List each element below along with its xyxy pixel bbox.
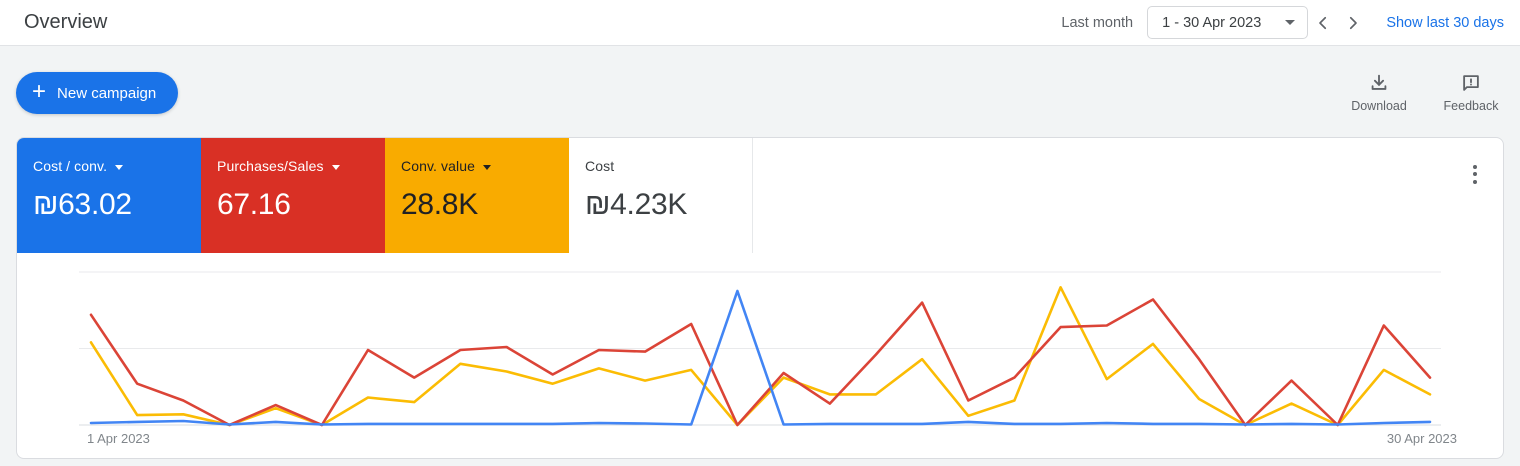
overview-chart-svg	[79, 271, 1441, 427]
time-series-chart[interactable]: 1 Apr 2023 30 Apr 2023	[79, 261, 1457, 451]
scorecard-label: Conv. value	[401, 158, 475, 174]
download-icon	[1371, 74, 1387, 90]
x-axis-start-label: 1 Apr 2023	[87, 431, 150, 446]
feedback-button[interactable]: Feedback	[1428, 72, 1514, 113]
new-campaign-label: New campaign	[57, 84, 157, 102]
x-axis-end-label: 30 Apr 2023	[1386, 431, 1457, 446]
chevron-right-icon	[1350, 16, 1358, 29]
chevron-down-icon	[483, 164, 491, 170]
scorecard-label-row: Cost	[585, 158, 736, 174]
scorecard-label: Purchases/Sales	[217, 158, 324, 174]
scorecard-label: Cost / conv.	[33, 158, 108, 174]
scorecard-value: ₪4.23K	[585, 188, 688, 221]
scorecard-cost-per-conv[interactable]: Cost / conv. ₪63.02	[17, 138, 201, 253]
chevron-left-icon	[1319, 16, 1327, 29]
more-options-button[interactable]	[1461, 160, 1489, 188]
scorecard-label-row: Cost / conv.	[33, 158, 185, 174]
chevron-down-icon	[1285, 20, 1296, 25]
scorecard-purchases-sales[interactable]: Purchases/Sales 67.16	[201, 138, 385, 253]
previous-period-button[interactable]	[1308, 8, 1338, 38]
scorecard-value: 28.8K	[401, 188, 478, 221]
date-range-value: 1 - 30 Apr 2023	[1162, 14, 1262, 31]
chevron-down-icon	[115, 164, 124, 170]
show-last-30-days-link[interactable]: Show last 30 days	[1386, 14, 1504, 31]
date-preset-label: Last month	[1061, 14, 1134, 31]
page-title: Overview	[24, 11, 108, 33]
download-label: Download	[1351, 99, 1407, 113]
scorecard-label-row: Purchases/Sales	[217, 158, 369, 174]
next-period-button[interactable]	[1338, 8, 1368, 38]
plus-icon: +	[32, 78, 47, 105]
scorecard-label-row: Conv. value	[401, 158, 553, 174]
scorecard-conv-value[interactable]: Conv. value 28.8K	[385, 138, 569, 253]
kebab-icon	[1473, 164, 1477, 169]
chevron-down-icon	[331, 164, 340, 170]
overview-summary-card: Cost / conv. ₪63.02 Purchases/Sales 67.1…	[16, 137, 1504, 459]
scorecard-value: ₪63.02	[33, 188, 132, 221]
page-header: Overview Last month 1 - 30 Apr 2023 Show…	[0, 0, 1520, 46]
feedback-label: Feedback	[1443, 99, 1499, 113]
scorecard-value: 67.16	[217, 188, 291, 221]
new-campaign-button[interactable]: + New campaign	[16, 72, 179, 114]
feedback-icon	[1463, 75, 1479, 91]
date-range-selector[interactable]: 1 - 30 Apr 2023	[1147, 6, 1309, 39]
scorecard-label: Cost	[585, 158, 615, 174]
download-button[interactable]: Download	[1336, 72, 1422, 113]
scorecard-cost[interactable]: Cost ₪4.23K	[569, 138, 753, 253]
